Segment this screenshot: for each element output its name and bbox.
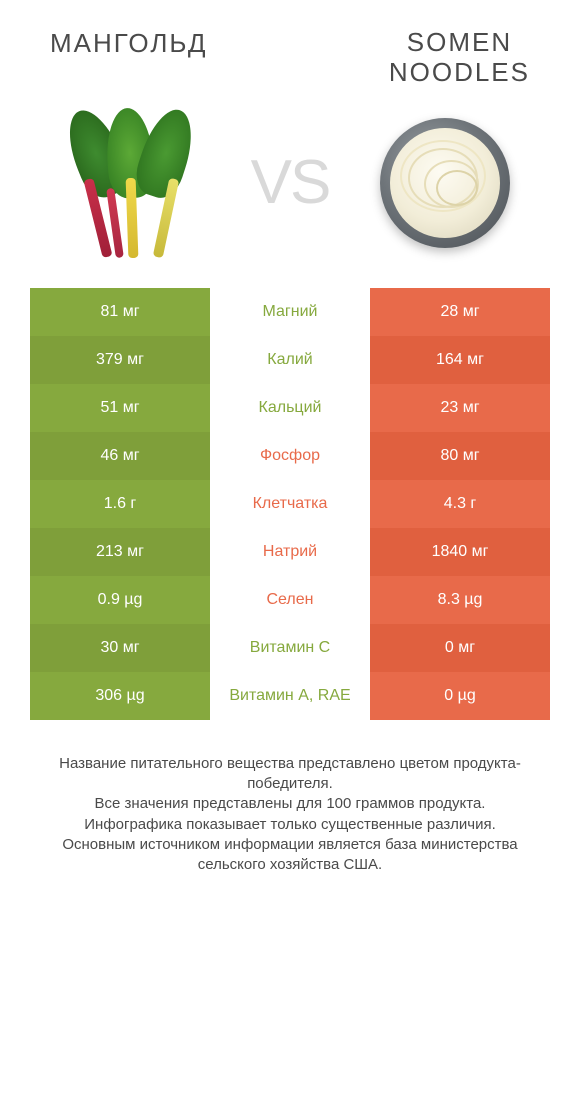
left-value: 81 мг	[30, 288, 210, 336]
left-value: 1.6 г	[30, 480, 210, 528]
right-value: 23 мг	[370, 384, 550, 432]
right-value: 1840 мг	[370, 528, 550, 576]
nutrient-label: Витамин C	[210, 624, 370, 672]
table-row: 379 мгКалий164 мг	[30, 336, 550, 384]
right-value: 0 мг	[370, 624, 550, 672]
left-value: 0.9 µg	[30, 576, 210, 624]
left-product-image	[60, 108, 210, 258]
header: МАНГОЛЬД SOMEN NOODLES	[0, 0, 580, 88]
table-row: 1.6 гКлетчатка4.3 г	[30, 480, 550, 528]
left-value: 30 мг	[30, 624, 210, 672]
left-value: 306 µg	[30, 672, 210, 720]
right-value: 164 мг	[370, 336, 550, 384]
right-value: 8.3 µg	[370, 576, 550, 624]
right-value: 28 мг	[370, 288, 550, 336]
left-value: 51 мг	[30, 384, 210, 432]
table-row: 51 мгКальций23 мг	[30, 384, 550, 432]
table-row: 0.9 µgСелен8.3 µg	[30, 576, 550, 624]
nutrient-label: Фосфор	[210, 432, 370, 480]
table-row: 81 мгМагний28 мг	[30, 288, 550, 336]
noodle-bowl-icon	[380, 118, 510, 248]
table-row: 30 мгВитамин C0 мг	[30, 624, 550, 672]
footer-line: Инфографика показывает только существенн…	[28, 815, 552, 835]
footer-notes: Название питательного вещества представл…	[0, 720, 580, 876]
right-value: 0 µg	[370, 672, 550, 720]
nutrient-label: Витамин A, RAE	[210, 672, 370, 720]
footer-line: Все значения представлены для 100 граммо…	[28, 794, 552, 814]
left-product-title: МАНГОЛЬД	[50, 28, 208, 59]
nutrient-label: Калий	[210, 336, 370, 384]
nutrient-label: Магний	[210, 288, 370, 336]
left-value: 46 мг	[30, 432, 210, 480]
table-row: 306 µgВитамин A, RAE0 µg	[30, 672, 550, 720]
nutrient-label: Селен	[210, 576, 370, 624]
nutrition-table: 81 мгМагний28 мг379 мгКалий164 мг51 мгКа…	[0, 288, 580, 720]
right-value: 80 мг	[370, 432, 550, 480]
table-row: 46 мгФосфор80 мг	[30, 432, 550, 480]
right-value: 4.3 г	[370, 480, 550, 528]
vs-label: VS	[251, 147, 330, 218]
footer-line: Название питательного вещества представл…	[28, 754, 552, 795]
right-product-title: SOMEN NOODLES	[389, 28, 530, 88]
footer-line: Основным источником информации является …	[28, 835, 552, 876]
left-value: 379 мг	[30, 336, 210, 384]
table-row: 213 мгНатрий1840 мг	[30, 528, 550, 576]
nutrient-label: Клетчатка	[210, 480, 370, 528]
right-product-image	[370, 108, 520, 258]
chard-icon	[65, 108, 205, 258]
nutrient-label: Натрий	[210, 528, 370, 576]
images-row: VS	[0, 88, 580, 288]
left-value: 213 мг	[30, 528, 210, 576]
nutrient-label: Кальций	[210, 384, 370, 432]
